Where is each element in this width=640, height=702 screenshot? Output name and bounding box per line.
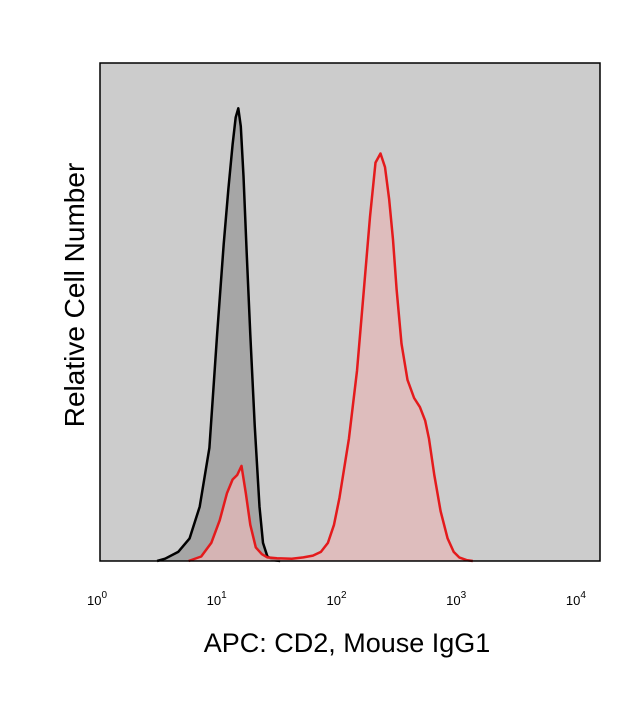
tick-base: 10: [326, 593, 340, 608]
tick-exponent: 1: [221, 590, 227, 601]
tick-exponent: 4: [580, 590, 586, 601]
x-tick-label-3: 102: [326, 590, 346, 608]
tick-base: 10: [566, 593, 580, 608]
tick-base: 10: [446, 593, 460, 608]
tick-base: 10: [87, 593, 101, 608]
tick-exponent: 2: [341, 590, 347, 601]
x-tick-label-1: 100: [87, 590, 107, 608]
series-layer: [156, 107, 473, 563]
tick-exponent: 0: [101, 590, 107, 601]
histogram-line-2: [188, 152, 473, 563]
histogram-fill-2: [188, 153, 473, 561]
tick-exponent: 3: [461, 590, 467, 601]
y-axis-label: Relative Cell Number: [59, 163, 90, 428]
histogram-line-1: [156, 107, 281, 563]
x-tick-label-4: 103: [446, 590, 466, 608]
tick-base: 10: [207, 593, 221, 608]
plot-frame: [99, 62, 601, 562]
x-axis-label: APC: CD2, Mouse IgG1: [204, 628, 491, 658]
x-tick-label-5: 104: [566, 590, 586, 608]
x-tick-layer: 100 101 102 103 104: [87, 590, 586, 608]
histogram-fill-1: [157, 108, 281, 562]
x-tick-label-2: 101: [207, 590, 227, 608]
